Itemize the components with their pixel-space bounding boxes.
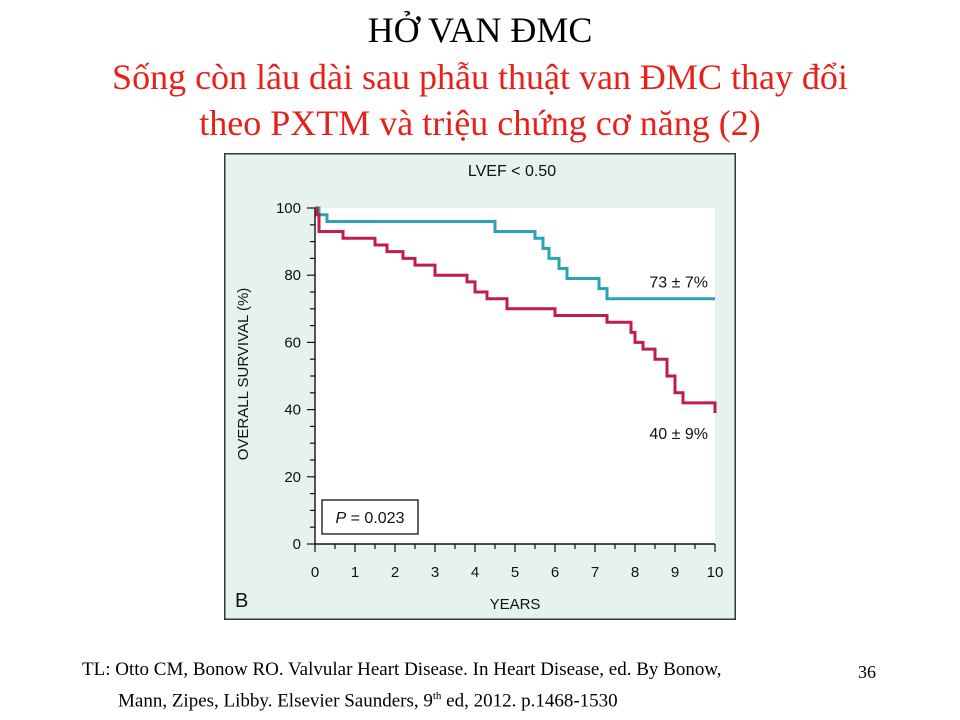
y-axis-label: OVERALL SURVIVAL (%) [235,288,252,461]
x-tick-label: 6 [551,564,559,581]
plot-background [315,208,715,544]
subtitle-line-1: Sống còn lâu dài sau phẫu thuật van ĐMC … [112,57,848,97]
p-value-box: P = 0.023 [321,499,419,535]
survival-chart: LVEF < 0.50 OVERALL SURVIVAL (%) YEARS B… [224,153,736,620]
y-tick-label: 20 [284,469,301,486]
slide-title: HỞ VAN ĐMC [367,10,593,50]
x-tick-label: 2 [391,564,399,581]
survival-figure: LVEF < 0.50 OVERALL SURVIVAL (%) YEARS B… [224,153,736,620]
x-tick-label: 4 [471,564,479,581]
x-tick-label: 10 [707,564,724,581]
series-layer [315,206,717,413]
chart-title: LVEF < 0.50 [468,163,556,180]
x-tick-label: 5 [511,564,519,581]
series-line-teal [315,206,715,301]
slide-subtitle: Sống còn lâu dài sau phẫu thuật van ĐMC … [40,54,920,146]
y-tick-label: 60 [284,334,301,351]
reference-edition-suffix: th [432,690,442,702]
p-value-box-border [321,499,419,535]
reference-line-2-a: Mann, Zipes, Libby. Elsevier Saunders, 9 [118,690,433,712]
x-axis-label: YEARS [490,596,541,613]
y-tick-label: 80 [284,267,301,284]
series-line-red [315,206,717,413]
x-tick-label: 7 [591,564,599,581]
y-tick-label: 40 [284,402,301,419]
series-end-label: 73 ± 7% [649,275,708,292]
reference-line-2-b: ed, 2012. p.1468-1530 [441,690,618,712]
p-value-italic-p: P [336,510,347,527]
y-tick-label: 0 [293,536,301,553]
x-tick-label: 8 [631,564,639,581]
subtitle-line-2: theo PXTM và triệu chứng cơ năng (2) [199,103,761,143]
page-number: 36 [858,662,876,682]
reference-line-1: TL: Otto CM, Bonow RO. Valvular Heart Di… [82,659,722,680]
x-tick-label: 1 [351,564,359,581]
reference-line-2: Mann, Zipes, Libby. Elsevier Saunders, 9… [82,683,842,714]
panel-label: B [235,590,248,612]
p-value-text: P = 0.023 [336,510,405,527]
y-tick-label: 100 [276,200,301,217]
x-tick-label: 0 [311,564,319,581]
x-tick-label: 9 [671,564,679,581]
reference-note: TL: Otto CM, Bonow RO. Valvular Heart Di… [82,657,842,714]
end-labels: 73 ± 7% 40 ± 9% [649,275,708,443]
p-value-number: = 0.023 [346,510,404,527]
series-end-label: 40 ± 9% [649,426,708,443]
x-tick-label: 3 [431,564,439,581]
axes: 0 20 40 60 80 100 0 1 2 3 4 5 6 7 8 9 10 [276,200,723,581]
